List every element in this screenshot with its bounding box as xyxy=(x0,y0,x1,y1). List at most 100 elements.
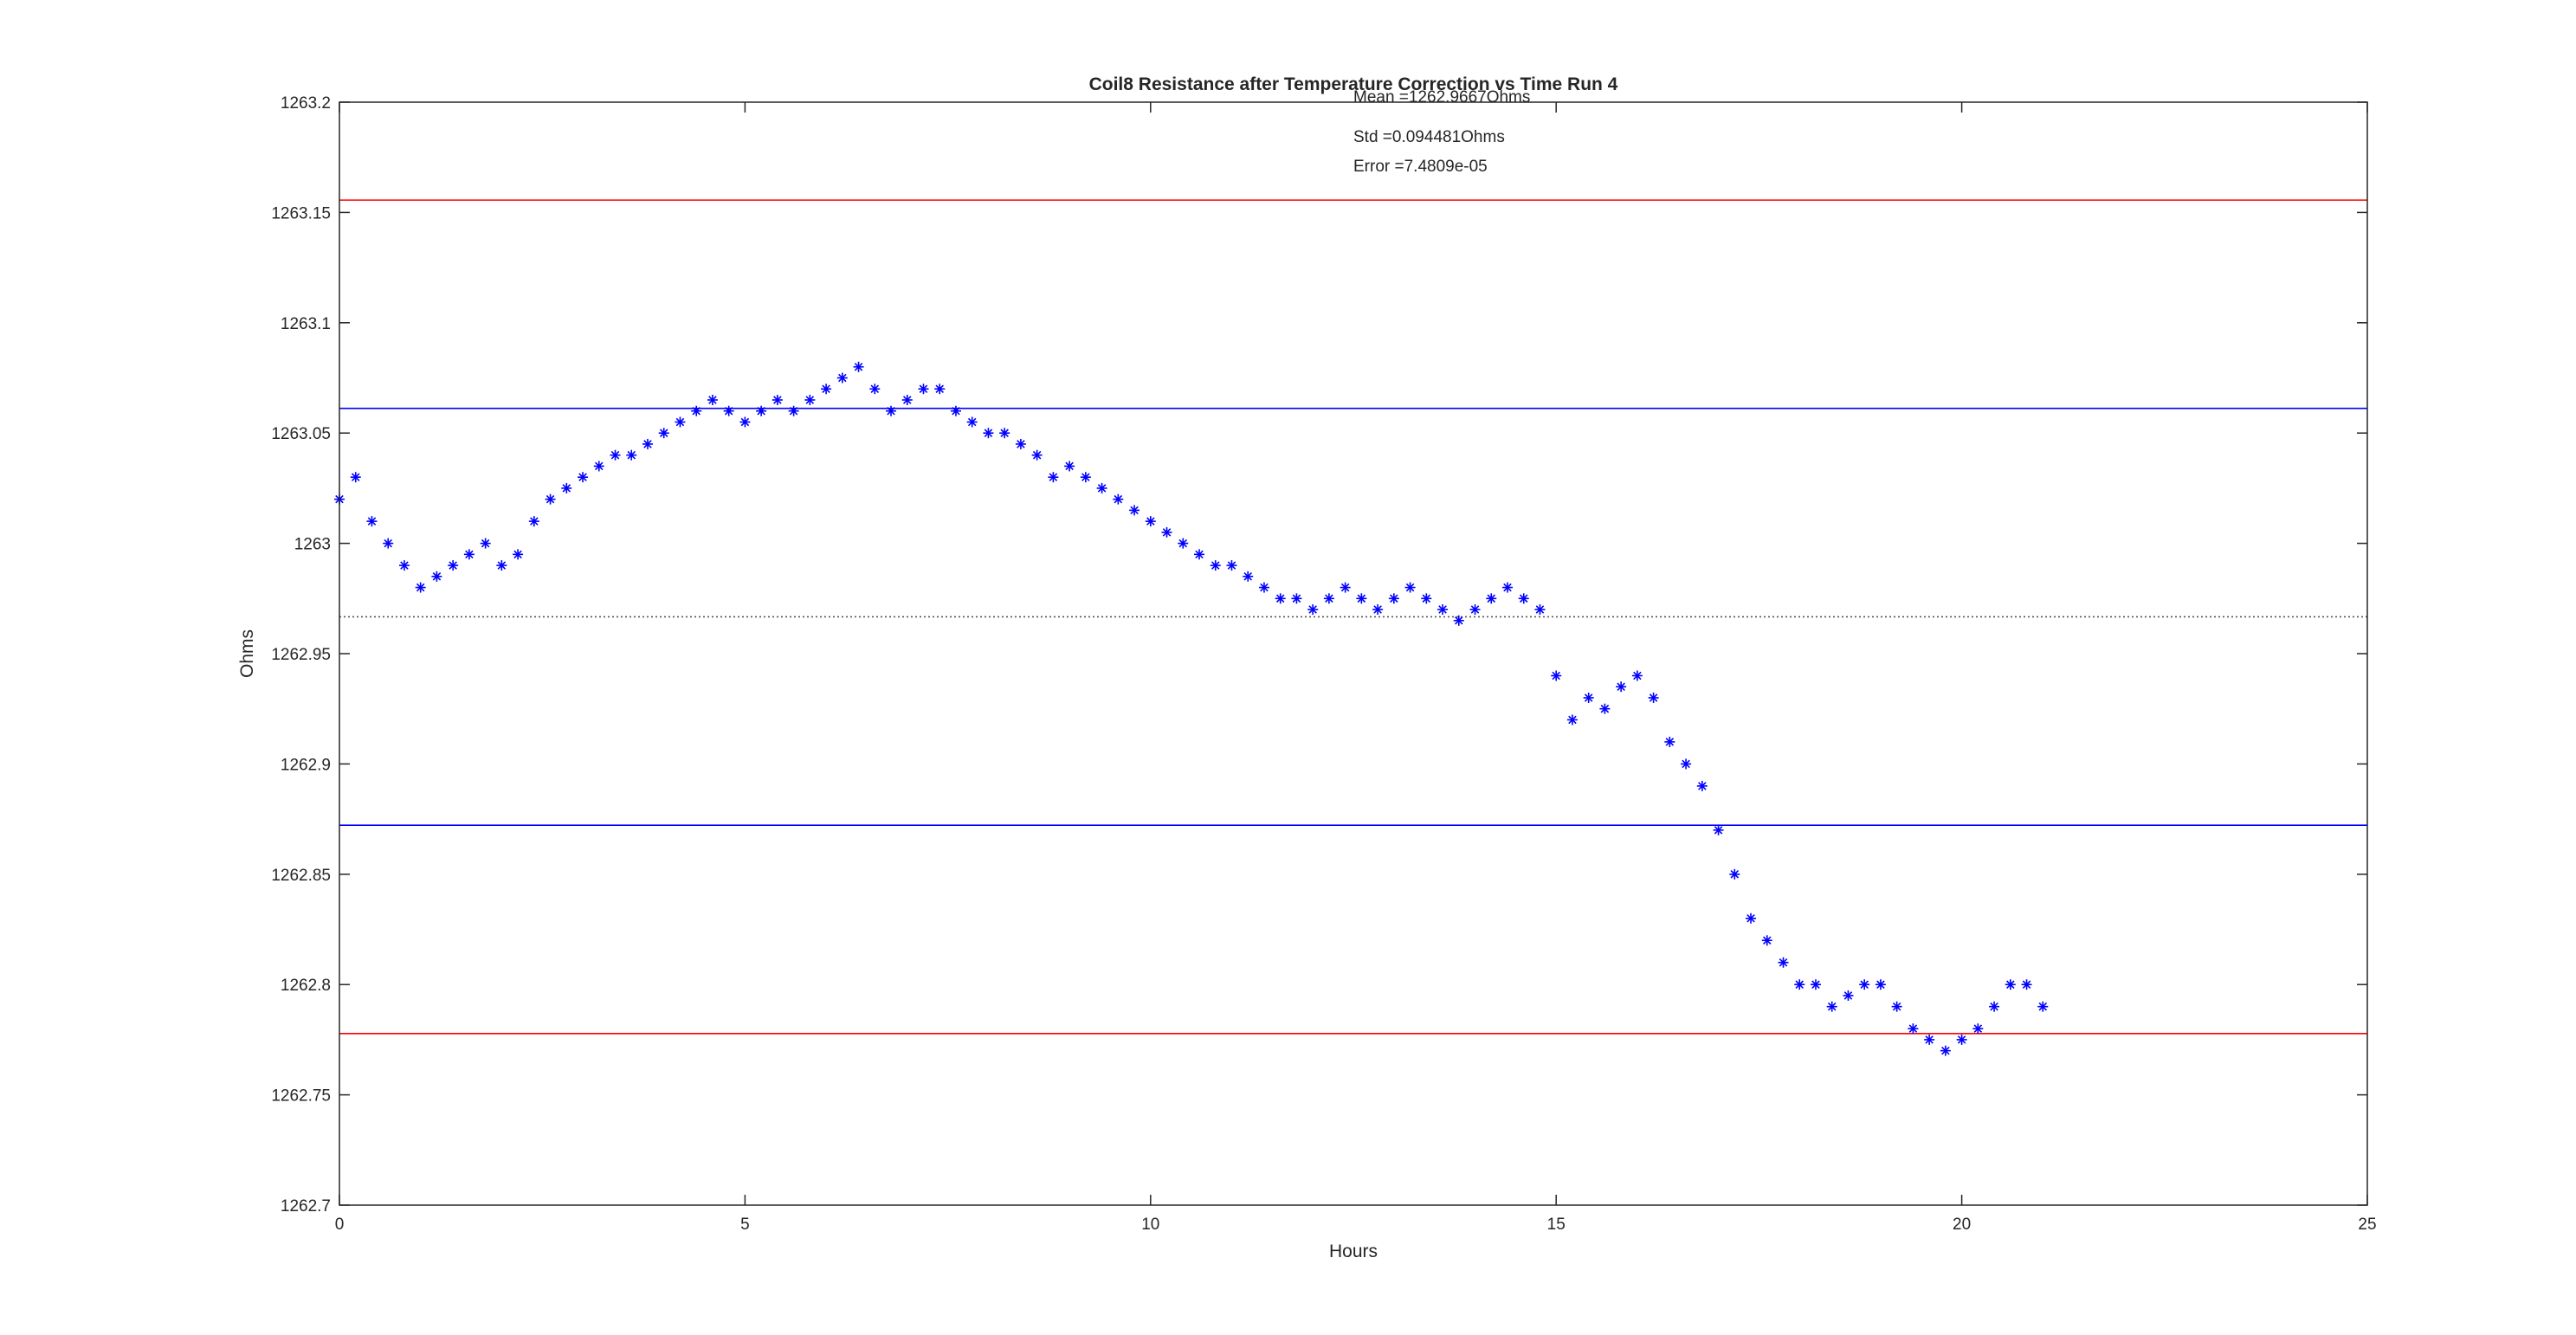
data-point xyxy=(1015,438,1026,449)
x-axis-ticks: 0 5 10 15 20 25 xyxy=(335,102,2377,1234)
data-point xyxy=(1746,913,1757,924)
data-point xyxy=(1794,979,1805,990)
data-point xyxy=(1372,604,1384,616)
data-point xyxy=(496,560,507,571)
data-point xyxy=(1469,604,1481,616)
chart-title: Coil8 Resistance after Temperature Corre… xyxy=(1089,74,1618,94)
data-point xyxy=(2021,979,2032,990)
y-tick-label: 1262.8 xyxy=(281,977,331,995)
data-point xyxy=(1583,692,1594,703)
data-point xyxy=(1599,703,1611,714)
data-point xyxy=(1243,571,1254,582)
data-point xyxy=(788,405,799,416)
data-point xyxy=(1323,593,1334,604)
data-point xyxy=(1048,472,1059,483)
x-tick-label: 20 xyxy=(1953,1216,1971,1234)
data-point xyxy=(1534,604,1546,616)
data-point xyxy=(1258,582,1269,593)
y-tick-label: 1263.1 xyxy=(281,315,331,333)
data-point xyxy=(463,549,475,560)
y-tick-label: 1262.9 xyxy=(281,756,331,774)
data-point xyxy=(366,516,378,527)
data-point xyxy=(1631,670,1643,681)
y-tick-label: 1263.2 xyxy=(281,94,331,113)
data-point xyxy=(1421,593,1432,604)
data-point xyxy=(2005,979,2016,990)
data-point xyxy=(772,394,783,405)
y-axis-ticks: 1262.7 1262.75 1262.8 1262.85 1262.9 1262.95 1… xyxy=(271,94,2367,1216)
data-point xyxy=(1210,560,1221,571)
data-point xyxy=(950,405,961,416)
data-point xyxy=(1551,670,1562,681)
data-point xyxy=(1486,593,1497,604)
y-tick-label: 1263.05 xyxy=(271,425,331,443)
data-point xyxy=(691,405,702,416)
data-point xyxy=(593,461,604,472)
x-tick-label: 10 xyxy=(1141,1216,1159,1234)
data-point xyxy=(642,438,653,449)
data-point xyxy=(1616,681,1627,693)
data-point xyxy=(1113,493,1124,505)
y-tick-label: 1262.7 xyxy=(281,1197,331,1216)
data-point xyxy=(966,416,978,428)
data-point xyxy=(983,428,994,439)
data-point xyxy=(836,372,848,384)
data-point xyxy=(415,582,426,593)
y-tick-label: 1262.85 xyxy=(271,867,331,885)
data-point xyxy=(2037,1001,2049,1012)
data-point xyxy=(707,394,718,405)
std-annotation: Std =0.094481Ohms xyxy=(1353,128,1505,146)
data-point xyxy=(1972,1023,1984,1035)
y-tick-label: 1262.95 xyxy=(271,646,331,664)
data-point xyxy=(610,449,621,461)
data-point xyxy=(1729,868,1740,880)
data-point xyxy=(1908,1023,1919,1035)
data-point xyxy=(480,538,491,549)
data-point xyxy=(578,472,589,483)
data-point xyxy=(658,428,669,439)
data-point xyxy=(1080,472,1091,483)
data-point xyxy=(1956,1034,1967,1045)
reference-lines xyxy=(339,199,2367,1035)
data-point xyxy=(1226,560,1237,571)
data-point xyxy=(1566,714,1578,726)
data-point xyxy=(675,416,686,428)
data-point xyxy=(1664,736,1675,747)
data-point xyxy=(886,405,897,416)
x-tick-label: 5 xyxy=(740,1216,750,1234)
x-axis-label: Hours xyxy=(1329,1241,1378,1261)
data-point xyxy=(1307,604,1319,616)
data-point xyxy=(1064,461,1075,472)
data-point xyxy=(1859,979,1870,990)
data-point xyxy=(1696,780,1708,791)
data-point xyxy=(723,405,734,416)
data-point xyxy=(1778,957,1789,968)
y-axis-label: Ohms xyxy=(237,629,257,678)
data-point xyxy=(1843,990,1854,1001)
data-point xyxy=(1275,593,1286,604)
data-point xyxy=(513,549,524,560)
data-point xyxy=(934,384,946,395)
y-tick-label: 1263 xyxy=(294,536,331,554)
y-tick-label: 1262.75 xyxy=(271,1087,331,1106)
data-point xyxy=(1178,538,1189,549)
data-point xyxy=(739,416,751,428)
data-point xyxy=(1194,549,1205,560)
data-point xyxy=(1648,692,1659,703)
data-point xyxy=(1404,582,1416,593)
data-point xyxy=(528,516,539,527)
data-point xyxy=(431,571,442,582)
data-point xyxy=(1810,979,1821,990)
data-point xyxy=(1340,582,1351,593)
data-point xyxy=(756,405,767,416)
data-point xyxy=(869,384,881,395)
data-point xyxy=(999,428,1010,439)
data-point xyxy=(398,560,410,571)
data-point xyxy=(1356,593,1367,604)
data-point xyxy=(821,384,832,395)
data-point xyxy=(1031,449,1043,461)
data-point xyxy=(545,493,556,505)
data-point xyxy=(1761,935,1772,946)
data-point xyxy=(1437,604,1449,616)
